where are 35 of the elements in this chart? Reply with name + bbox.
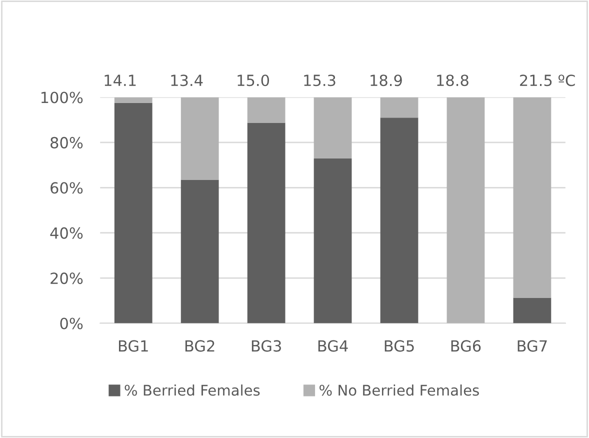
text: 14.1 bbox=[104, 74, 136, 86]
x-tick-label: BG3 bbox=[252, 340, 281, 352]
y-tick-label: 80% bbox=[50, 136, 83, 148]
x-tick-label: BG7 bbox=[518, 340, 547, 352]
bar bbox=[114, 102, 152, 324]
bar bbox=[247, 122, 286, 324]
x-tick-label: BG4 bbox=[318, 340, 348, 352]
bar bbox=[180, 180, 219, 324]
bar bbox=[247, 97, 286, 123]
text: 15.0 bbox=[238, 74, 270, 86]
y-tick-label: 100% bbox=[41, 92, 83, 104]
bar bbox=[513, 97, 552, 298]
text: 13.4 bbox=[171, 74, 203, 86]
bar bbox=[180, 97, 219, 180]
bar bbox=[114, 97, 152, 103]
bar bbox=[446, 97, 485, 324]
legend-label: % Berried Females bbox=[124, 384, 260, 396]
legend-label: % No Berried Females bbox=[320, 384, 479, 396]
bar bbox=[513, 298, 552, 324]
x-tick-label: BG5 bbox=[384, 340, 414, 352]
x-tick-label: BG6 bbox=[451, 340, 481, 352]
y-tick-label: 60% bbox=[50, 182, 83, 194]
text: 18.9 bbox=[370, 74, 402, 86]
bar bbox=[314, 158, 352, 324]
y-tick-label: 20% bbox=[50, 272, 83, 284]
bar bbox=[314, 97, 352, 158]
x-tick-label: BG2 bbox=[185, 340, 214, 352]
text: 21.5 ºC bbox=[520, 74, 575, 86]
text: 18.8 bbox=[437, 74, 468, 86]
bar bbox=[380, 118, 418, 324]
y-tick-label: 0% bbox=[60, 318, 83, 330]
text: 15.3 bbox=[304, 74, 336, 86]
x-tick-label: BG1 bbox=[118, 340, 148, 352]
bar bbox=[380, 97, 418, 118]
y-tick-label: 40% bbox=[50, 227, 83, 239]
